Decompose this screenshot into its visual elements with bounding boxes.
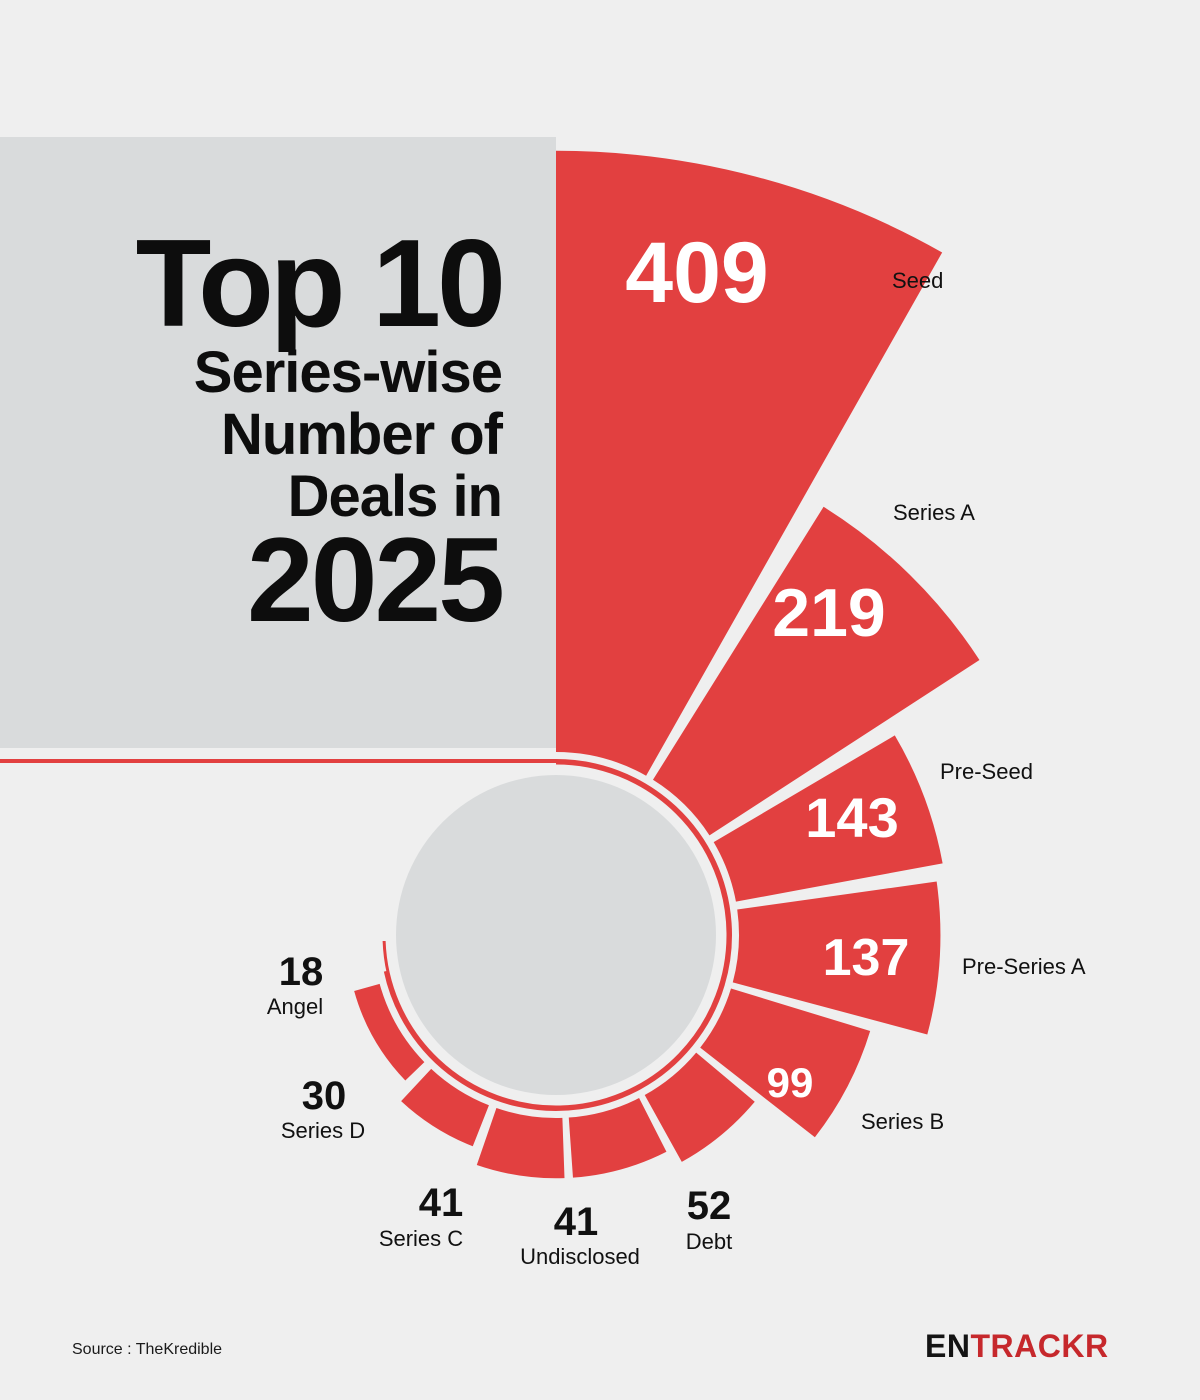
title-subtitle: Series-wise Number of Deals in <box>193 340 503 529</box>
title-line-4: Deals in <box>287 464 503 529</box>
value-label: 219 <box>772 575 885 651</box>
inner-ring-line <box>382 761 730 1109</box>
bar-series-a <box>652 506 980 836</box>
bar-series-b <box>700 988 871 1138</box>
bar-seed <box>556 150 943 776</box>
brand-logo: ENTRACKR <box>925 1328 1109 1365</box>
bar-angel <box>354 983 425 1081</box>
brand-part-2: TRACKR <box>970 1328 1109 1364</box>
center-disc <box>396 775 716 1095</box>
category-label: Undisclosed <box>520 1244 640 1269</box>
brand-part-1: EN <box>925 1328 971 1364</box>
category-label: Debt <box>686 1229 732 1254</box>
value-label: 41 <box>419 1181 464 1225</box>
bar-series-d <box>401 1068 489 1147</box>
value-label: 41 <box>554 1200 599 1244</box>
bar-series-c <box>476 1108 565 1179</box>
bar-debt <box>644 1052 755 1162</box>
outer-ring-line <box>0 759 732 1111</box>
bar-undisclosed <box>568 1098 667 1178</box>
bar-pre-seed <box>713 735 943 902</box>
category-label: Series C <box>379 1226 463 1251</box>
bar-pre-series-a <box>732 881 941 1035</box>
category-label: Pre-Seed <box>940 759 1033 784</box>
value-label: 99 <box>767 1059 814 1106</box>
value-label: 409 <box>625 225 769 321</box>
value-label: 18 <box>279 950 324 994</box>
title-line-3: Number of <box>221 402 503 467</box>
title-line-1: Top 10 <box>135 215 506 353</box>
title-panel <box>0 137 556 748</box>
title-line-2: Series-wise <box>193 340 503 405</box>
value-label: 52 <box>687 1184 732 1228</box>
category-label: Series D <box>281 1118 365 1143</box>
category-label: Series A <box>893 500 975 525</box>
source-note: Source : TheKredible <box>72 1341 223 1358</box>
category-label: Series B <box>861 1109 944 1134</box>
value-label: 143 <box>805 786 898 849</box>
value-label: 137 <box>823 929 910 987</box>
category-label: Pre-Series A <box>962 954 1086 979</box>
value-label: 30 <box>302 1074 347 1118</box>
category-label: Seed <box>892 268 943 293</box>
category-label: Angel <box>267 994 323 1019</box>
title-year: 2025 <box>247 513 505 647</box>
